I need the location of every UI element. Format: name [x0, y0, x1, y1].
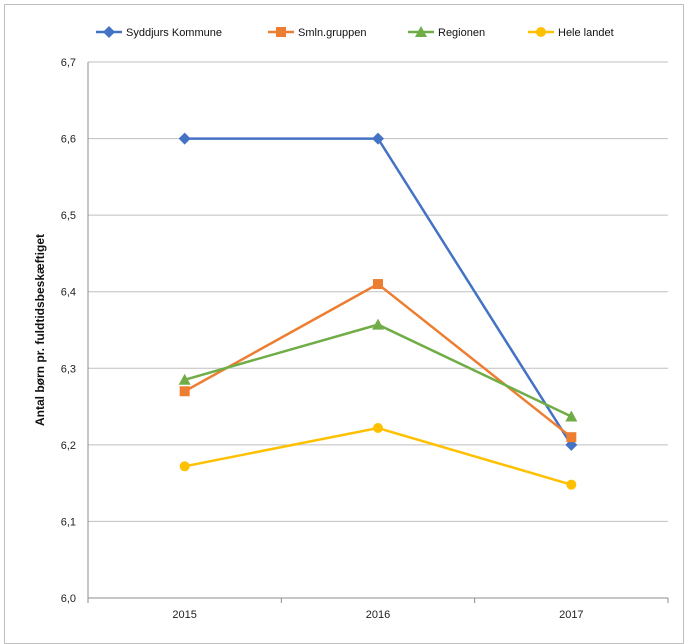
data-point [566, 432, 577, 443]
legend-marker [276, 27, 286, 37]
legend: Syddjurs Kommune Smln.gruppen Regionen Hele… [96, 26, 614, 39]
legend-marker [536, 27, 546, 37]
legend-label: Syddjurs Kommune [126, 27, 222, 39]
data-point [372, 318, 384, 330]
series-line [184, 282, 573, 439]
legend-marker [415, 26, 427, 37]
y-tick-label: 6,5 [61, 210, 76, 222]
legend-label: Hele landet [558, 27, 614, 39]
x-tick-label: 2015 [172, 609, 196, 621]
data-point [566, 479, 577, 490]
y-tick-label: 6,6 [61, 134, 76, 146]
legend-label: Regionen [438, 27, 485, 39]
x-tick-label: 2016 [366, 609, 390, 621]
series-regionen [178, 318, 578, 422]
y-tick-label: 6,2 [61, 440, 76, 452]
series-syddjurs-kommune [178, 132, 578, 451]
data-point [179, 386, 190, 397]
data-point [178, 373, 191, 385]
legend-item: Smln.gruppen [268, 27, 367, 39]
x-axis-ticks: 2015 2016 2017 [87, 598, 669, 621]
legend-item: Syddjurs Kommune [96, 26, 222, 39]
y-axis-title: Antal børn pr. fuldtidsbeskæftiget [33, 234, 47, 426]
series-hele-landet [179, 423, 577, 490]
gridlines [87, 61, 668, 599]
legend-item: Hele landet [528, 27, 614, 39]
data-point [179, 461, 190, 472]
legend-label: Smln.gruppen [298, 27, 367, 39]
series-layer [178, 132, 578, 490]
series-line [184, 323, 572, 418]
data-point [178, 132, 191, 145]
data-point [565, 410, 578, 422]
data-point [373, 423, 383, 434]
series-line [184, 426, 572, 486]
y-tick-label: 6,0 [61, 593, 76, 605]
data-point [373, 279, 383, 290]
y-tick-label: 6,4 [61, 287, 76, 299]
y-axis-ticks: 6,0 6,1 6,2 6,3 6,4 6,5 6,6 6,7 [61, 57, 76, 605]
legend-item: Regionen [408, 26, 485, 39]
y-tick-label: 6,3 [61, 363, 76, 375]
y-tick-label: 6,1 [61, 516, 76, 528]
y-tick-label: 6,7 [61, 57, 76, 69]
chart-frame [4, 4, 684, 644]
data-point [372, 132, 384, 145]
x-tick-label: 2017 [559, 609, 583, 621]
legend-marker [103, 26, 115, 38]
